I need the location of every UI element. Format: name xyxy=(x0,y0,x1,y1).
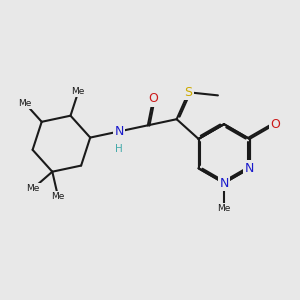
Text: H: H xyxy=(115,144,123,154)
Text: Me: Me xyxy=(72,87,85,96)
Text: S: S xyxy=(184,86,193,99)
Text: Me: Me xyxy=(18,99,32,108)
Text: Me: Me xyxy=(26,184,40,193)
Text: Me: Me xyxy=(217,204,231,213)
Text: N: N xyxy=(245,162,254,175)
Text: O: O xyxy=(270,118,280,131)
Text: Me: Me xyxy=(51,192,65,201)
Text: N: N xyxy=(219,177,229,190)
Text: O: O xyxy=(148,92,158,105)
Text: N: N xyxy=(114,125,124,138)
